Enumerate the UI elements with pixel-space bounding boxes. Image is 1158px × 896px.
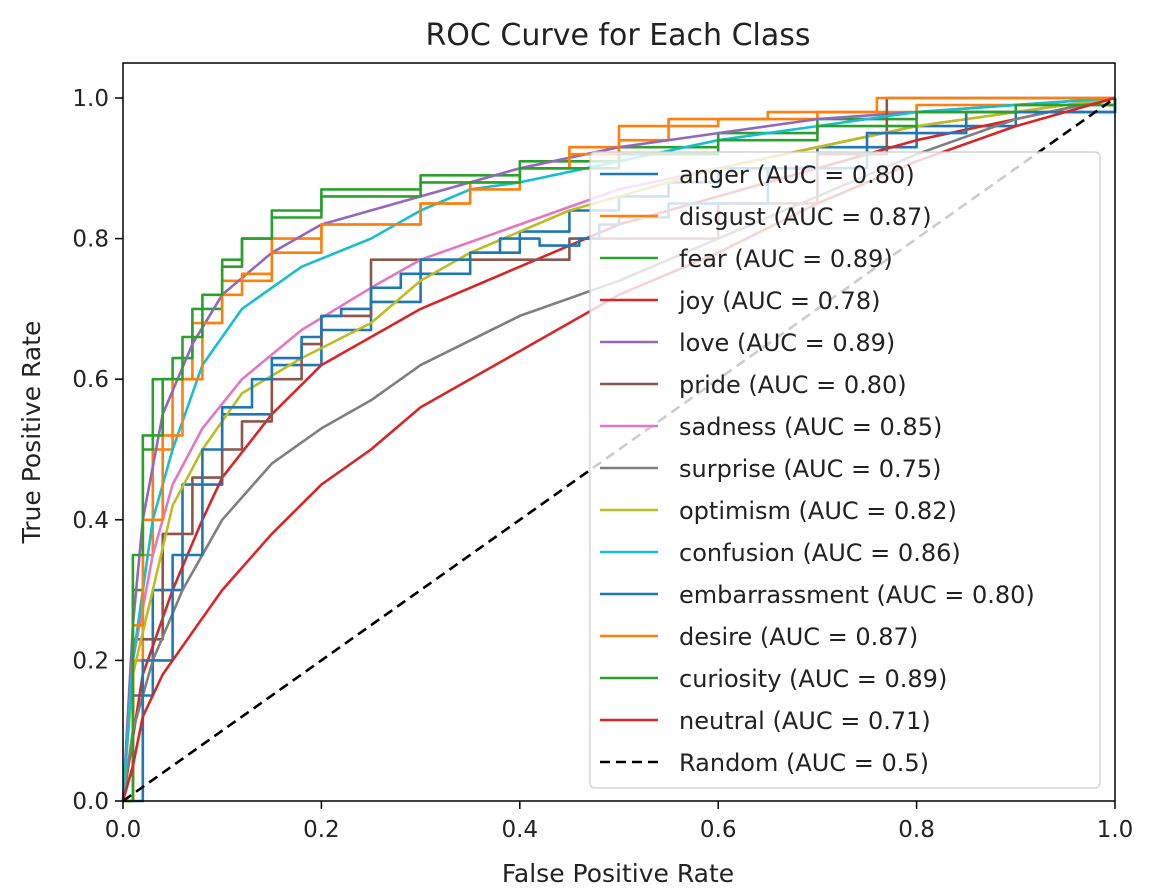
legend-label: disgust (AUC = 0.87) <box>679 203 932 231</box>
y-axis-label: True Positive Rate <box>17 321 46 545</box>
roc-curve-4 <box>121 96 1116 802</box>
y-axis-ticks: 0.0 0.2 0.4 0.6 0.8 1.0 <box>72 86 123 815</box>
y-tick-label: 0.6 <box>72 367 109 393</box>
legend-label: Random (AUC = 0.5) <box>679 749 929 777</box>
x-tick-label: 0.2 <box>303 817 340 843</box>
legend-label: desire (AUC = 0.87) <box>679 623 918 651</box>
legend-box <box>589 151 1101 789</box>
roc-curve-12 <box>123 98 1117 803</box>
y-tick-label: 0.8 <box>72 227 109 253</box>
legend-label: embarrassment (AUC = 0.80) <box>679 581 1035 609</box>
legend-label: pride (AUC = 0.80) <box>679 371 907 399</box>
x-tick-label: 0.8 <box>898 817 935 843</box>
legend-label: joy (AUC = 0.78) <box>678 287 880 315</box>
x-tick-label: 1.0 <box>1097 817 1134 843</box>
legend-label: neutral (AUC = 0.71) <box>679 707 931 735</box>
legend-label: fear (AUC = 0.89) <box>679 245 893 273</box>
legend: anger (AUC = 0.80) disgust (AUC = 0.87) fe… <box>589 151 1101 789</box>
legend-label: surprise (AUC = 0.75) <box>679 455 942 483</box>
x-axis-label: False Positive Rate <box>502 859 734 888</box>
y-tick-label: 0.2 <box>72 648 109 674</box>
x-tick-label: 0.4 <box>502 817 539 843</box>
legend-label: curiosity (AUC = 0.89) <box>679 665 947 693</box>
y-tick-label: 0.0 <box>72 789 109 815</box>
legend-label: anger (AUC = 0.80) <box>679 161 915 189</box>
y-tick-label: 1.0 <box>72 86 109 112</box>
legend-label: love (AUC = 0.89) <box>679 329 895 357</box>
roc-curve-11 <box>123 96 1115 803</box>
chart-title: ROC Curve for Each Class <box>425 18 810 53</box>
roc-curve-3 <box>121 96 1116 802</box>
legend-label: confusion (AUC = 0.86) <box>679 539 961 567</box>
x-tick-label: 0.6 <box>700 817 737 843</box>
plot-frame <box>122 62 1116 802</box>
x-tick-label: 0.0 <box>105 817 142 843</box>
legend-label: optimism (AUC = 0.82) <box>679 497 957 525</box>
x-axis-ticks: 0.0 0.2 0.4 0.6 0.8 1.0 <box>105 801 1134 843</box>
y-tick-label: 0.4 <box>72 508 109 534</box>
roc-curve-8 <box>121 96 1116 802</box>
legend-label: sadness (AUC = 0.85) <box>679 413 942 441</box>
